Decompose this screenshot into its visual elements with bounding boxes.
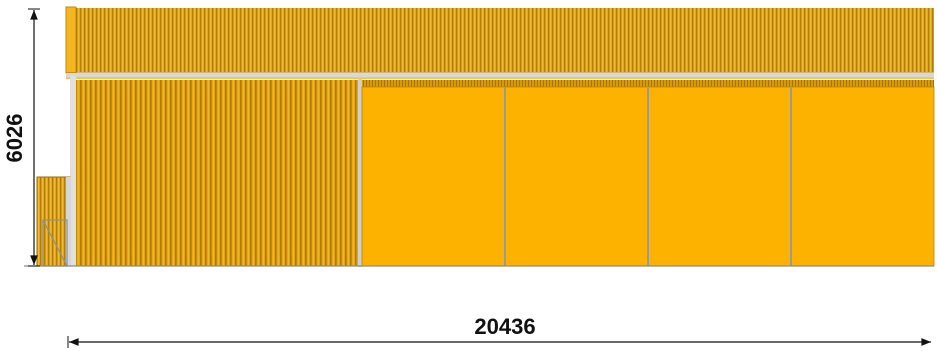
door-panel <box>361 86 506 267</box>
corrugated-wall-panel <box>70 76 362 267</box>
height-dimension-label: 6026 <box>2 114 27 163</box>
height-dimension: 6026 <box>2 8 40 267</box>
door-header <box>362 80 934 87</box>
eave-beam <box>66 73 934 79</box>
width-dimension-label: 20436 <box>474 314 535 339</box>
door-panel <box>504 86 649 267</box>
sliding-door-panels <box>361 86 935 267</box>
door-panel <box>790 86 935 267</box>
door-panel <box>647 86 792 267</box>
side-annex <box>36 176 71 267</box>
roof-fascia <box>65 6 934 74</box>
width-dimension: 20436 <box>67 314 932 348</box>
